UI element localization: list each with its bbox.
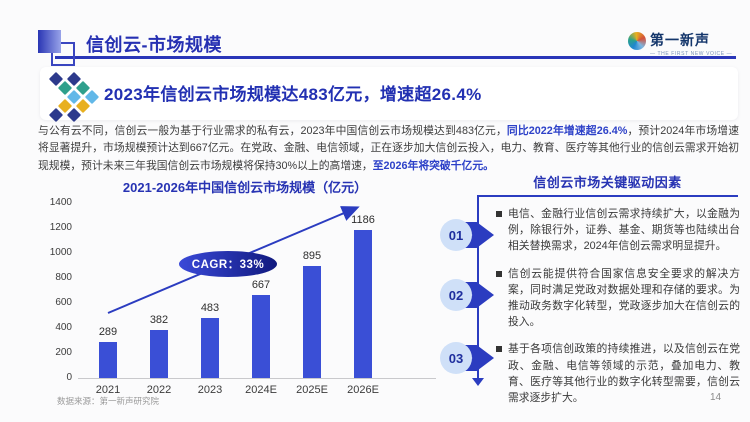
driver-text: 基于各项信创政策的持续推进，以及信创云在党政、金融、电信等领域的示范，叠加电力、… [508,343,740,404]
y-axis-tick-label: 800 [55,272,72,283]
driver-marker-01: 01 [440,219,496,251]
bar [303,266,321,378]
headline-banner [40,67,738,120]
driver-text: 信创云能提供符合国家信息安全要求的解决方案，同时满足党政对数据处理和存储的要求。… [508,267,740,329]
driver-marker-02: 02 [440,279,496,311]
bullet-square-icon [496,270,502,277]
x-axis-tick-label: 2025E [296,384,328,396]
body-paragraph: 与公有云不同，信创云一般为基于行业需求的私有云，2023年中国信创云市场规模达到… [38,123,739,175]
key-drivers-panel: 信创云市场关键驱动因素 01 02 03 电信、金融行业信创云需求持续扩大，以金… [440,172,740,407]
x-axis-tick-label: 2026E [347,384,379,396]
data-source-note: 数据来源：第一新声研究院 [57,396,160,406]
driver-bullet-list: 电信、金融行业信创云需求持续扩大，以金融为例，除银行外，证券、基金、期货等也陆续… [496,206,740,417]
y-axis-tick-label: 200 [55,347,72,358]
driver-number: 03 [440,342,472,374]
bar-value-label: 667 [251,279,271,291]
y-axis-tick-label: 1000 [49,247,72,258]
drivers-panel-title: 信创云市场关键驱动因素 [533,175,682,190]
bar [99,342,117,378]
x-axis-tick-label: 2023 [197,384,223,396]
y-axis-tick-label: 1400 [49,197,72,208]
body-segment-highlight: 至2026年将突破千亿元。 [372,159,494,172]
body-segment: 与公有云不同，信创云一般为基于行业需求的私有云，2023年中国信创云市场规模达到… [38,125,507,137]
header-square-outline [51,42,75,66]
bar-value-label: 289 [98,326,118,338]
x-axis-tick-label: 2022 [146,384,172,396]
list-item: 基于各项信创政策的持续推进，以及信创云在党政、金融、电信等领域的示范，叠加电力、… [496,341,740,406]
page-title: 信创云-市场规模 [86,35,222,55]
cagr-label: CAGR：33% [192,259,264,271]
y-axis-tick-label: 600 [55,297,72,308]
bar-value-label: 382 [149,314,169,326]
list-item: 信创云能提供符合国家信息安全要求的解决方案，同时满足党政对数据处理和存储的要求。… [496,266,740,331]
drivers-line-arrowhead-icon [472,378,484,386]
y-axis-tick-label: 1200 [49,222,72,233]
diamond-cluster-icon [48,71,100,123]
logo-name: 第一新声 [650,32,710,48]
logo-globe-icon [628,32,646,50]
driver-text: 电信、金融行业信创云需求持续扩大，以金融为例，除银行外，证券、基金、期货等也陆续… [508,208,740,253]
bar [150,330,168,378]
logo-tagline: — THE FIRST NEW VOICE — [650,51,733,57]
bar-chart: 289 2021 382 2022 483 2023 667 2024E 895 2025E 118… [40,195,440,410]
body-segment: ，预计2024年市场增速将显著提升，市场规模预计达到667亿元。在党政、金融、电… [38,125,739,172]
bar-value-label: 895 [302,250,322,262]
bar [252,295,270,378]
y-axis-tick-label: 0 [66,372,72,383]
header-divider [55,56,736,59]
driver-marker-03: 03 [440,342,496,374]
list-item: 电信、金融行业信创云需求持续扩大，以金融为例，除银行外，证券、基金、期货等也陆续… [496,206,740,255]
bar-value-label: 483 [200,302,220,314]
body-segment-highlight: 同比2022年增速超26.4% [506,125,628,137]
bar [201,318,219,378]
x-axis-tick-label: 2021 [95,384,121,396]
x-axis-line [78,378,436,379]
bullet-square-icon [496,211,502,217]
driver-number: 02 [440,279,472,311]
y-axis-tick-label: 400 [55,322,72,333]
chart-title: 2021-2026年中国信创云市场规模（亿元） [122,180,368,195]
cagr-ellipse [179,251,277,277]
page-number: 14 [710,392,722,403]
drivers-horizontal-line [477,195,738,197]
brand-logo: 第一新声 — THE FIRST NEW VOICE — [628,30,732,57]
header-square-mark [38,30,61,53]
bullet-square-icon [496,346,502,353]
banner-headline: 2023年信创云市场规模达483亿元，增速超26.4% [104,85,482,104]
bar [354,230,372,378]
bar-value-label: 1186 [351,214,375,226]
x-axis-tick-label: 2024E [245,384,277,396]
driver-number: 01 [440,219,472,251]
